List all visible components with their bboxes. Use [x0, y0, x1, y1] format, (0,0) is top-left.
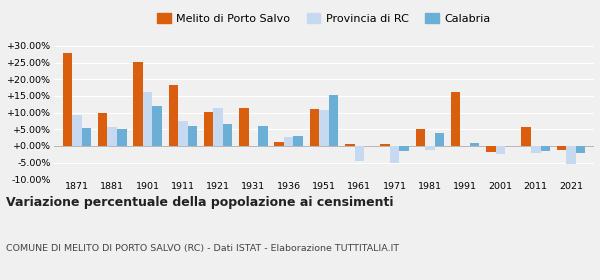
Bar: [204, 112, 214, 146]
Bar: [223, 124, 232, 146]
Bar: [258, 126, 268, 146]
Bar: [72, 115, 82, 146]
Bar: [133, 62, 143, 146]
Bar: [188, 126, 197, 146]
Bar: [284, 137, 293, 146]
Bar: [293, 136, 303, 146]
Bar: [451, 92, 460, 146]
Bar: [329, 95, 338, 146]
Bar: [425, 146, 434, 150]
Bar: [152, 106, 162, 146]
Bar: [557, 146, 566, 150]
Bar: [239, 108, 248, 146]
Bar: [214, 108, 223, 146]
Bar: [400, 146, 409, 151]
Bar: [390, 146, 400, 163]
Bar: [274, 142, 284, 146]
Bar: [62, 53, 72, 146]
Bar: [169, 85, 178, 146]
Bar: [566, 146, 576, 164]
Bar: [107, 127, 117, 146]
Bar: [178, 121, 188, 146]
Bar: [82, 128, 91, 146]
Bar: [143, 92, 152, 146]
Bar: [496, 146, 505, 154]
Bar: [531, 146, 541, 153]
Bar: [470, 143, 479, 146]
Bar: [380, 144, 390, 146]
Bar: [319, 110, 329, 146]
Text: Variazione percentuale della popolazione ai censimenti: Variazione percentuale della popolazione…: [6, 196, 394, 209]
Legend: Melito di Porto Salvo, Provincia di RC, Calabria: Melito di Porto Salvo, Provincia di RC, …: [153, 8, 495, 28]
Bar: [486, 146, 496, 152]
Text: COMUNE DI MELITO DI PORTO SALVO (RC) - Dati ISTAT - Elaborazione TUTTITALIA.IT: COMUNE DI MELITO DI PORTO SALVO (RC) - D…: [6, 244, 399, 253]
Bar: [117, 129, 127, 146]
Bar: [576, 146, 586, 153]
Bar: [98, 113, 107, 146]
Bar: [541, 146, 550, 151]
Bar: [434, 133, 444, 146]
Bar: [310, 109, 319, 146]
Bar: [416, 129, 425, 146]
Bar: [521, 127, 531, 146]
Bar: [345, 144, 355, 146]
Bar: [355, 146, 364, 161]
